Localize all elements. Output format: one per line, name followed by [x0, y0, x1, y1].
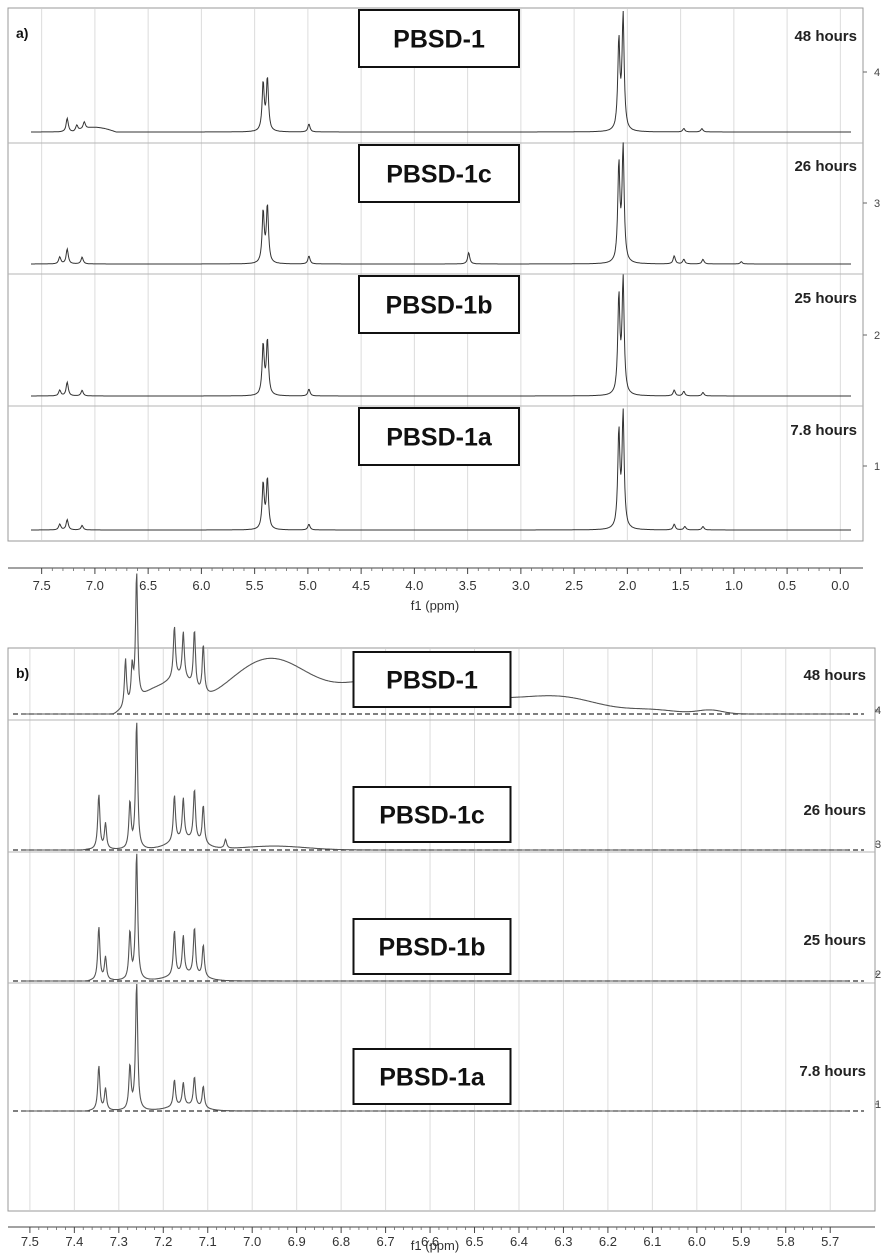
time-label: 26 hours [803, 802, 866, 819]
panel-b-grid [29, 649, 831, 1210]
right-scale-label: 3 [874, 198, 880, 210]
spectrum-line [31, 142, 851, 265]
sample-title-box [352, 1048, 512, 1105]
sample-title-box [352, 786, 512, 843]
panel-b-right-scale: 4 3 2 1 [875, 705, 881, 1111]
panel-b-x-ticks: 7.5 7.4 7.3 7.2 7.1 7.0 6.9 6.8 6.7 6.6 6.5 6.4 6.3 6… [21, 1227, 839, 1249]
panel-b-x-axis-title: f1 (ppm) [411, 1238, 459, 1253]
x-tick-label: 6.1 [643, 1234, 661, 1249]
x-tick-label: 6.5 [139, 578, 157, 593]
x-tick-label: 7.2 [154, 1234, 172, 1249]
x-tick-label: 0.5 [778, 578, 796, 593]
right-scale-label: 3 [875, 839, 881, 851]
panel-a-right-scale: 4 3 2 1 [863, 67, 880, 473]
x-tick-label: 5.9 [732, 1234, 750, 1249]
panel-b-spectra [13, 573, 864, 1112]
x-tick-label: 7.4 [65, 1234, 83, 1249]
x-tick-label: 5.8 [777, 1234, 795, 1249]
sample-title-box [352, 651, 512, 708]
sample-title-box [358, 407, 520, 466]
x-tick-label: 5.5 [246, 578, 264, 593]
time-label: 25 hours [794, 290, 857, 307]
x-tick-label: 3.5 [459, 578, 477, 593]
time-label: 7.8 hours [790, 422, 857, 439]
time-label: 48 hours [794, 28, 857, 45]
spectrum-line [31, 10, 851, 133]
panel-a-x-ticks: 7.5 7.0 6.5 6.0 5.5 5.0 4.5 4.0 3.5 3.0 2.5 2.0 1.5 1… [33, 568, 849, 593]
panel-a-spectra [31, 10, 851, 531]
x-tick-label: 6.5 [465, 1234, 483, 1249]
sample-title-box [358, 275, 520, 334]
x-tick-label: 5.7 [821, 1234, 839, 1249]
x-tick-label: 0.0 [831, 578, 849, 593]
sample-title: PBSD-1b [386, 292, 493, 320]
x-tick-label: 6.2 [599, 1234, 617, 1249]
x-tick-label: 5.0 [299, 578, 317, 593]
x-tick-label: 7.5 [21, 1234, 39, 1249]
x-tick-label: 2.0 [618, 578, 636, 593]
spectrum-line [21, 983, 848, 1112]
x-tick-label: 6.6 [421, 1234, 439, 1249]
sample-title-box [358, 144, 520, 203]
x-tick-label: 1.5 [672, 578, 690, 593]
sample-title: PBSD-1 [386, 667, 478, 695]
sample-title: PBSD-1b [379, 934, 486, 962]
sample-title: PBSD-1 [393, 26, 485, 54]
sample-title: PBSD-1c [386, 161, 492, 189]
right-scale-label: 2 [874, 330, 880, 342]
x-tick-label: 3.0 [512, 578, 530, 593]
sample-title: PBSD-1c [379, 802, 485, 830]
x-tick-label: 7.1 [199, 1234, 217, 1249]
x-tick-label: 2.5 [565, 578, 583, 593]
right-scale-label: 2 [875, 969, 881, 981]
sample-title-box [358, 9, 520, 68]
x-tick-label: 6.4 [510, 1234, 528, 1249]
panel-b-separators [8, 719, 875, 984]
right-scale-label: 4 [874, 67, 880, 79]
x-tick-label: 7.0 [243, 1234, 261, 1249]
x-tick-label: 6.9 [288, 1234, 306, 1249]
time-label: 26 hours [794, 158, 857, 175]
right-scale-label: 1 [875, 1099, 881, 1111]
sample-title: PBSD-1a [379, 1064, 486, 1092]
spectrum-line [31, 274, 851, 397]
x-tick-label: 6.8 [332, 1234, 350, 1249]
spectrum-line [21, 853, 848, 982]
spectrum-line [31, 408, 851, 531]
right-scale-label: 1 [874, 461, 880, 473]
x-tick-label: 7.5 [33, 578, 51, 593]
x-tick-label: 4.0 [405, 578, 423, 593]
panel-b-titles: PBSD-1 48 hours PBSD-1c 26 hours PBSD-1b 25 h… [352, 651, 866, 1105]
x-tick-label: 1.0 [725, 578, 743, 593]
panel-a-separators [8, 142, 863, 407]
panel-b-label: b) [16, 665, 29, 681]
sample-title: PBSD-1a [386, 424, 493, 452]
x-tick-label: 6.0 [688, 1234, 706, 1249]
x-tick-label: 4.5 [352, 578, 370, 593]
x-tick-label: 6.7 [377, 1234, 395, 1249]
x-tick-label: 7.0 [86, 578, 104, 593]
right-scale-label: 4 [875, 705, 881, 717]
panel-a-titles: PBSD-1 48 hours PBSD-1c 26 hours PBSD-1b 25 h… [358, 9, 857, 466]
x-tick-label: 7.3 [110, 1234, 128, 1249]
time-label: 7.8 hours [799, 1063, 866, 1080]
time-label: 48 hours [803, 667, 866, 684]
panel-a-label: a) [16, 25, 28, 41]
spectrum-line [21, 722, 848, 851]
x-tick-label: 6.3 [554, 1234, 572, 1249]
x-tick-label: 6.0 [192, 578, 210, 593]
time-label: 25 hours [803, 932, 866, 949]
panel-a-x-axis-title: f1 (ppm) [411, 598, 459, 613]
sample-title-box [352, 918, 512, 975]
